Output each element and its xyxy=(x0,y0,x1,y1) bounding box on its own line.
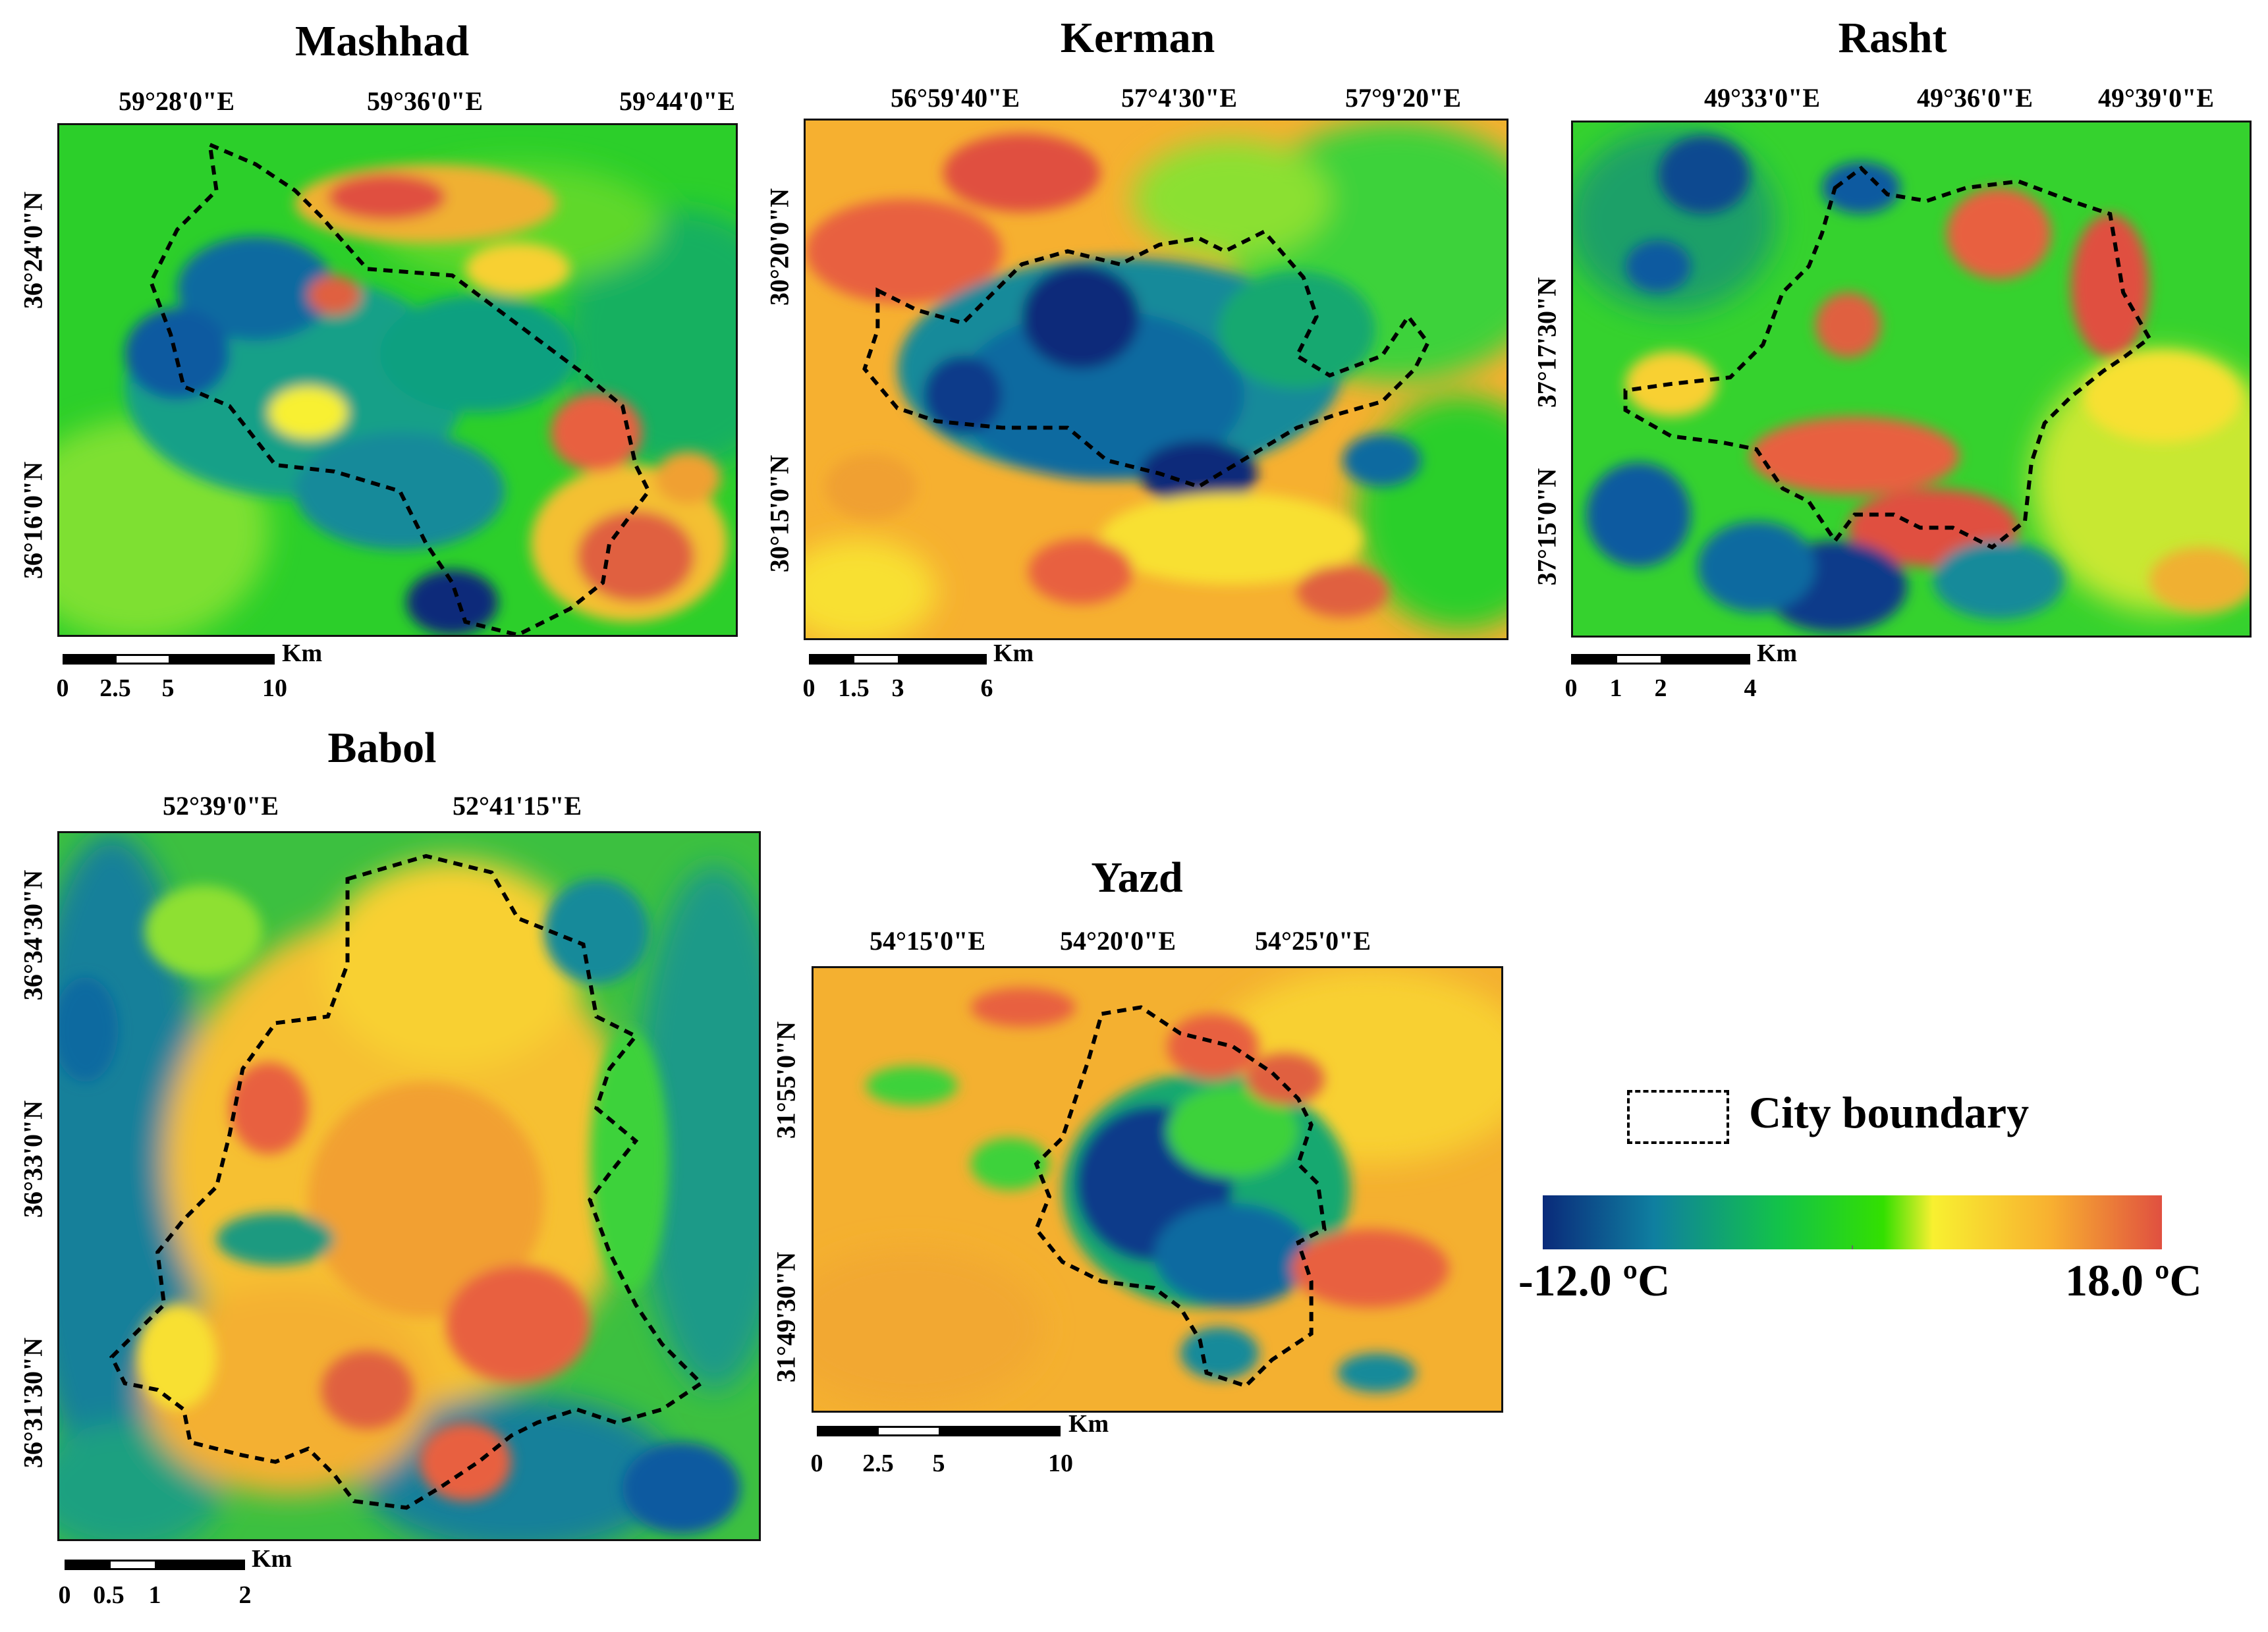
scale-tick: 3 xyxy=(891,674,904,702)
scale-bar xyxy=(809,654,987,665)
scale-tick: 10 xyxy=(262,674,287,702)
lst-raster-yazd xyxy=(814,968,1501,1411)
scale-tick: 0 xyxy=(802,674,816,702)
lat-label: 36°24'0"N xyxy=(18,191,48,310)
scale-unit: Km xyxy=(993,639,1034,667)
lat-label: 36°31'30"N xyxy=(18,1337,48,1469)
panel-title-kerman: Kerman xyxy=(1060,14,1215,62)
colorbar-min-label: -12.0 ºC xyxy=(1518,1255,1671,1305)
scale-tick: 0 xyxy=(810,1450,823,1477)
lat-label: 36°16'0"N xyxy=(18,461,48,580)
scale-bar xyxy=(1571,654,1750,665)
lat-label: 30°15'0"N xyxy=(764,454,794,573)
lon-label: 57°9'20"E xyxy=(1345,83,1461,113)
lst-raster-kerman xyxy=(806,121,1507,638)
scale-tick: 2.5 xyxy=(862,1450,894,1477)
lon-label: 49°39'0"E xyxy=(2098,83,2214,113)
panel-title-rasht: Rasht xyxy=(1838,14,1947,62)
lat-label: 36°34'30"N xyxy=(18,869,48,1001)
temperature-colorbar xyxy=(1543,1195,2162,1249)
lat-label: 37°17'30"N xyxy=(1532,277,1562,408)
lst-raster-mashhad xyxy=(59,125,736,635)
panel-title-mashhad: Mashhad xyxy=(294,17,470,65)
scale-unit: Km xyxy=(252,1545,292,1573)
scale-bar xyxy=(63,654,275,665)
lat-label: 31°49'30"N xyxy=(771,1251,801,1383)
lon-label: 52°39'0"E xyxy=(163,791,279,821)
lst-map-kerman xyxy=(804,119,1508,640)
scale-tick: 10 xyxy=(1048,1450,1073,1477)
lat-label: 31°55'0"N xyxy=(771,1021,801,1139)
lat-label: 36°33'0"N xyxy=(18,1100,48,1218)
lon-label: 54°25'0"E xyxy=(1255,926,1371,956)
scale-tick: 0.5 xyxy=(93,1581,124,1609)
lon-label: 59°44'0"E xyxy=(619,86,735,116)
scale-unit: Km xyxy=(1068,1410,1109,1438)
scale-tick: 4 xyxy=(1744,674,1757,702)
city-boundary-label: City boundary xyxy=(1749,1087,2030,1137)
scale-tick: 5 xyxy=(161,674,175,702)
scale-tick: 0 xyxy=(58,1581,71,1609)
lon-label: 59°28'0"E xyxy=(119,86,235,116)
lon-label: 52°41'15"E xyxy=(453,791,582,821)
lon-label: 57°4'30"E xyxy=(1121,83,1237,113)
lst-map-babol xyxy=(57,831,761,1541)
lst-map-rasht xyxy=(1571,121,2252,638)
panel-title-yazd: Yazd xyxy=(1091,854,1183,902)
lst-map-mashhad xyxy=(57,123,738,637)
lst-raster-rasht xyxy=(1573,122,2250,636)
scale-tick: 1 xyxy=(1609,674,1622,702)
city-boundary-swatch xyxy=(1627,1090,1729,1144)
scale-unit: Km xyxy=(282,639,323,667)
lon-label: 49°33'0"E xyxy=(1704,83,1820,113)
lon-label: 54°20'0"E xyxy=(1060,926,1176,956)
lon-label: 59°36'0"E xyxy=(367,86,483,116)
lst-raster-babol xyxy=(59,833,759,1539)
scale-bar xyxy=(65,1560,245,1570)
lat-label: 37°15'0"N xyxy=(1532,468,1562,586)
scale-tick: 0 xyxy=(56,674,69,702)
scale-tick: 1.5 xyxy=(838,674,870,702)
lst-map-yazd xyxy=(812,966,1503,1413)
lon-label: 56°59'40"E xyxy=(891,83,1020,113)
scale-unit: Km xyxy=(1757,639,1798,667)
scale-tick: 2 xyxy=(238,1581,252,1609)
scale-tick: 1 xyxy=(148,1581,161,1609)
colorbar-max-label: 18.0 ºC xyxy=(2065,1255,2202,1305)
lon-label: 49°36'0"E xyxy=(1917,83,2033,113)
scale-tick: 5 xyxy=(932,1450,945,1477)
scale-tick: 6 xyxy=(980,674,993,702)
scale-tick: 0 xyxy=(1564,674,1578,702)
scale-tick: 2.5 xyxy=(99,674,131,702)
scale-tick: 2 xyxy=(1654,674,1667,702)
lon-label: 54°15'0"E xyxy=(870,926,985,956)
scale-bar xyxy=(817,1426,1061,1436)
lat-label: 30°20'0"N xyxy=(764,188,794,306)
panel-title-babol: Babol xyxy=(327,724,437,772)
